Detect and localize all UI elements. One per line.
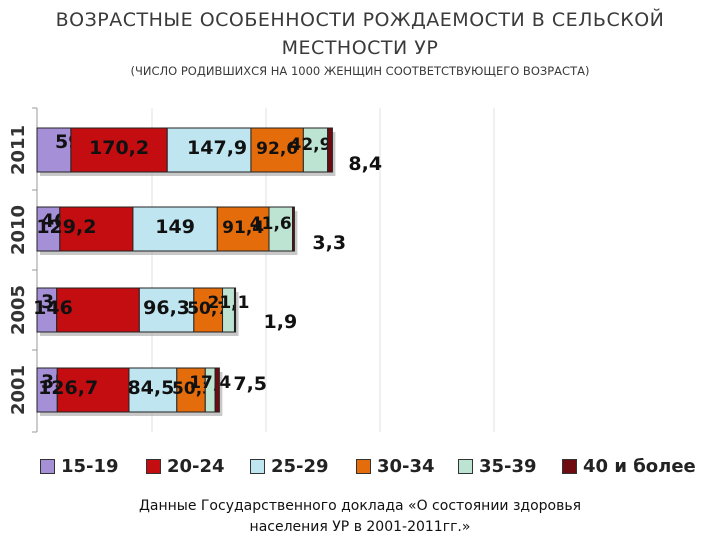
chart-title-line1: ВОЗРАСТНЫЕ ОСОБЕННОСТИ РОЖДАЕМОСТИ В СЕЛ… xyxy=(55,9,665,31)
bar-30-34-2005 xyxy=(193,287,224,333)
legend-label: 35-39 xyxy=(479,455,537,477)
bar-35-39-2011 xyxy=(302,127,329,173)
legend-item-25-29: 25-29 xyxy=(250,455,329,477)
bar-40 и более-2005 xyxy=(233,287,237,333)
data-label-35-39-2011: 42,9 xyxy=(290,135,332,155)
data-label-35-39-2001: 17,4 xyxy=(189,373,231,393)
legend-swatch xyxy=(146,458,161,474)
data-label-20-24-2010: 129,2 xyxy=(36,216,96,238)
data-label-20-24-2001: 126,7 xyxy=(38,377,98,399)
data-label-20-24-2011: 170,2 xyxy=(89,137,149,159)
legend-swatch xyxy=(356,458,371,474)
data-label-20-24-2005: 146 xyxy=(33,297,73,319)
bar-20-24-2010 xyxy=(59,206,134,252)
data-label-25-29-2011: 147,9 xyxy=(187,137,247,159)
bar-25-29-2011 xyxy=(166,127,252,173)
legend-swatch xyxy=(458,458,473,474)
y-tick-label-2005: 2005 xyxy=(8,285,29,335)
bar-40 и более-2011 xyxy=(327,127,333,173)
data-label-40 и более-2011: 8,4 xyxy=(348,153,382,175)
legend-label: 25-29 xyxy=(271,455,329,477)
bar-40 и более-2010 xyxy=(292,206,295,252)
bar-40 и более-2001 xyxy=(214,367,220,413)
data-label-40 и более-2001: 7,5 xyxy=(233,373,267,395)
y-tick-label-2010: 2010 xyxy=(8,205,29,255)
legend-label: 15-19 xyxy=(61,455,119,477)
data-label-25-29-2001: 84,5 xyxy=(127,377,174,399)
legend-swatch xyxy=(250,458,265,474)
data-label-30-34-2001: 50,3 xyxy=(172,379,214,399)
chart-subtitle: (ЧИСЛО РОДИВШИХСЯ НА 1000 ЖЕНЩИН СООТВЕТ… xyxy=(130,64,590,78)
data-label-40 и более-2010: 3,3 xyxy=(312,232,346,254)
legend-label: 30-34 xyxy=(377,455,435,477)
source-line2: населения УР в 2001-2011гг.» xyxy=(249,519,471,535)
bar-25-29-2001 xyxy=(128,367,178,413)
y-tick-label-2001: 2001 xyxy=(8,365,29,415)
legend-swatch xyxy=(40,458,55,474)
legend-item-15-19: 15-19 xyxy=(40,455,119,477)
legend-item-40 и более: 40 и более xyxy=(562,455,696,477)
chart-title-line2: МЕСТНОСТИ УР xyxy=(281,37,439,59)
legend-item-30-34: 30-34 xyxy=(356,455,435,477)
bar-30-34-2010 xyxy=(216,206,270,252)
legend-item-20-24: 20-24 xyxy=(146,455,225,477)
bar-20-24-2001 xyxy=(56,367,130,413)
data-label-35-39-2005: 21,1 xyxy=(208,293,250,313)
bar-20-24-2011 xyxy=(70,127,168,173)
legend-item-35-39: 35-39 xyxy=(458,455,537,477)
source-line1: Данные Государственного доклада «О состо… xyxy=(138,498,582,514)
y-tick-label-2011: 2011 xyxy=(8,125,29,175)
bar-25-29-2005 xyxy=(138,287,195,333)
legend-swatch xyxy=(562,458,577,474)
bar-25-29-2010 xyxy=(132,206,218,252)
data-label-35-39-2010: 41,6 xyxy=(250,214,292,234)
data-label-30-34-2005: 50,7 xyxy=(187,299,229,319)
bar-30-34-2011 xyxy=(250,127,304,173)
data-label-25-29-2010: 149 xyxy=(155,216,195,238)
data-label-40 и более-2005: 1,9 xyxy=(264,311,298,333)
source-note: Данные Государственного доклада «О состо… xyxy=(60,496,660,538)
data-label-25-29-2005: 96,3 xyxy=(143,297,190,319)
legend-label: 20-24 xyxy=(167,455,225,477)
data-label-30-34-2011: 92,6 xyxy=(256,139,298,159)
legend-label: 40 и более xyxy=(583,455,696,477)
data-label-30-34-2010: 91,4 xyxy=(222,218,264,238)
bar-20-24-2005 xyxy=(56,287,140,333)
